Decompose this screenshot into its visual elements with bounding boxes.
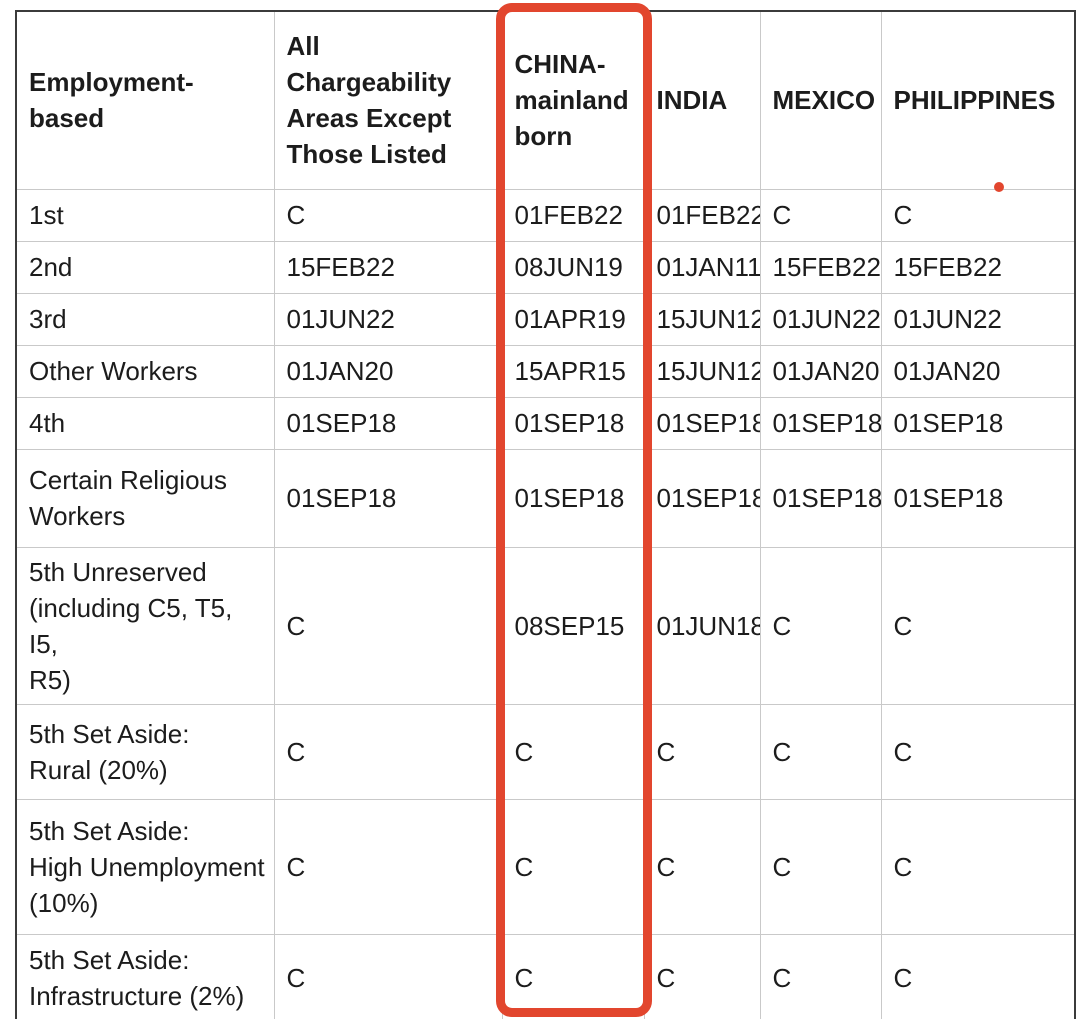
value-cell: 01SEP18 — [880, 448, 1076, 548]
value-cell: 01JAN20 — [759, 344, 882, 398]
value-cell: C — [501, 798, 645, 935]
column-header-china-mainland-born: CHINA- mainland born — [501, 10, 645, 190]
value-cell: C — [273, 703, 503, 800]
value-cell: C — [880, 703, 1076, 800]
value-cell: C — [273, 546, 503, 705]
value-cell: 01JUN22 — [759, 292, 882, 346]
value-cell: 15JUN12 — [643, 344, 761, 398]
value-cell: C — [273, 188, 503, 242]
value-cell: 15APR15 — [501, 344, 645, 398]
table-row-3rd: 3rd 01JUN22 01APR19 15JUN12 01JUN22 01JU… — [15, 292, 1076, 346]
value-cell: 01JAN20 — [273, 344, 503, 398]
value-cell: C — [759, 798, 882, 935]
column-header-mexico: MEXICO — [759, 10, 882, 190]
value-cell: 01SEP18 — [880, 396, 1076, 450]
table-row-certain-religious-workers: Certain Religious Workers 01SEP18 01SEP1… — [15, 448, 1076, 548]
value-cell: 01JUN22 — [273, 292, 503, 346]
row-label: Other Workers — [15, 344, 275, 398]
row-label: 2nd — [15, 240, 275, 294]
row-label: 5th Set Aside: High Unemployment (10%) — [15, 798, 275, 935]
table-row-4th: 4th 01SEP18 01SEP18 01SEP18 01SEP18 01SE… — [15, 396, 1076, 450]
value-cell: C — [880, 188, 1076, 242]
row-label: 4th — [15, 396, 275, 450]
table-header-row: Employment- based All Chargeability Area… — [15, 10, 1076, 190]
value-cell: 01SEP18 — [643, 396, 761, 450]
value-cell: 15FEB22 — [273, 240, 503, 294]
value-cell: 01SEP18 — [759, 396, 882, 450]
table-row-5th-unreserved: 5th Unreserved (including C5, T5, I5, R5… — [15, 546, 1076, 705]
value-cell: C — [880, 933, 1076, 1019]
value-cell: 01FEB22 — [501, 188, 645, 242]
value-cell: C — [880, 798, 1076, 935]
value-cell: 01APR19 — [501, 292, 645, 346]
value-cell: C — [643, 933, 761, 1019]
row-label: 3rd — [15, 292, 275, 346]
value-cell: C — [501, 933, 645, 1019]
value-cell: C — [759, 546, 882, 705]
value-cell: 01JUN22 — [880, 292, 1076, 346]
value-cell: C — [759, 703, 882, 800]
value-cell: C — [643, 703, 761, 800]
value-cell: C — [880, 546, 1076, 705]
row-label: 5th Set Aside: Rural (20%) — [15, 703, 275, 800]
table-row-2nd: 2nd 15FEB22 08JUN19 01JAN11 15FEB22 15FE… — [15, 240, 1076, 294]
table-row-1st: 1st C 01FEB22 01FEB22 C C — [15, 188, 1076, 242]
value-cell: C — [273, 798, 503, 935]
table-row-5th-set-aside-high-unemployment: 5th Set Aside: High Unemployment (10%) C… — [15, 798, 1076, 935]
value-cell: 01SEP18 — [643, 448, 761, 548]
table-row-5th-set-aside-rural: 5th Set Aside: Rural (20%) C C C C C — [15, 703, 1076, 800]
row-label: Certain Religious Workers — [15, 448, 275, 548]
value-cell: 01SEP18 — [759, 448, 882, 548]
column-header-all-chargeability: All Chargeability Areas Except Those Lis… — [273, 10, 503, 190]
employment-based-final-action-dates-table: Employment- based All Chargeability Area… — [15, 10, 1076, 1019]
value-cell: C — [501, 703, 645, 800]
value-cell: 01JAN20 — [880, 344, 1076, 398]
value-cell: 08JUN19 — [501, 240, 645, 294]
column-header-employment-based: Employment- based — [15, 10, 275, 190]
value-cell: 15FEB22 — [759, 240, 882, 294]
value-cell: 01SEP18 — [273, 448, 503, 548]
value-cell: 01SEP18 — [501, 396, 645, 450]
row-label: 5th Set Aside: Infrastructure (2%) — [15, 933, 275, 1019]
column-header-philippines: PHILIPPINES — [880, 10, 1076, 190]
value-cell: 08SEP15 — [501, 546, 645, 705]
table-row-other-workers: Other Workers 01JAN20 15APR15 15JUN12 01… — [15, 344, 1076, 398]
row-label: 1st — [15, 188, 275, 242]
value-cell: C — [759, 933, 882, 1019]
value-cell: 01JUN18 — [643, 546, 761, 705]
value-cell: 01SEP18 — [501, 448, 645, 548]
value-cell: 01SEP18 — [273, 396, 503, 450]
value-cell: C — [643, 798, 761, 935]
value-cell: C — [759, 188, 882, 242]
column-header-india: INDIA — [643, 10, 761, 190]
value-cell: 15FEB22 — [880, 240, 1076, 294]
row-label: 5th Unreserved (including C5, T5, I5, R5… — [15, 546, 275, 705]
value-cell: 15JUN12 — [643, 292, 761, 346]
value-cell: 01FEB22 — [643, 188, 761, 242]
value-cell: C — [273, 933, 503, 1019]
table-row-5th-set-aside-infrastructure: 5th Set Aside: Infrastructure (2%) C C C… — [15, 933, 1076, 1019]
value-cell: 01JAN11 — [643, 240, 761, 294]
